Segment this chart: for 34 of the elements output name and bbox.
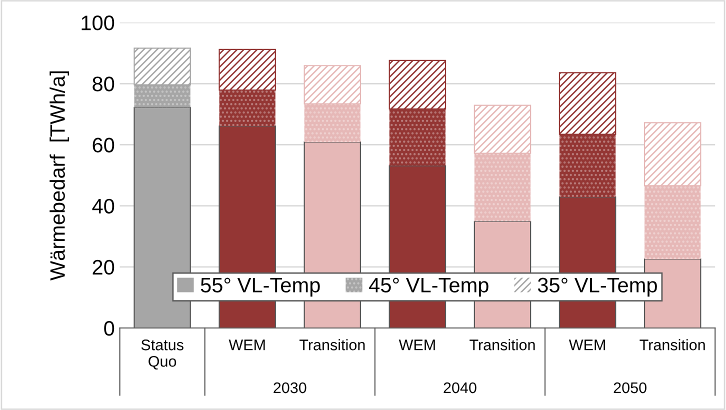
bar xyxy=(559,134,616,197)
text: 2050 xyxy=(614,382,646,394)
bar xyxy=(134,48,191,86)
x-tick-label: WEM xyxy=(228,340,265,350)
x-tick-label: Status Quo xyxy=(141,340,184,370)
text: 2040 xyxy=(444,382,476,394)
bar xyxy=(558,72,616,135)
legend-label: 55° VL-Temp xyxy=(200,278,320,297)
bar xyxy=(218,48,276,91)
bar xyxy=(304,65,362,104)
y-tick-label: 20 xyxy=(92,260,114,275)
x-tick-label: Transition xyxy=(640,339,705,350)
bar xyxy=(389,108,446,166)
bar xyxy=(644,186,701,259)
text: 2030 xyxy=(274,382,306,394)
x-tick-label: Transition xyxy=(299,339,365,350)
x-tick-label: WEM xyxy=(398,340,435,350)
y-tick-label: 80 xyxy=(92,76,114,92)
bar xyxy=(474,153,531,222)
bar xyxy=(644,122,702,186)
bar xyxy=(304,104,360,142)
y-tick-label: 100 xyxy=(82,16,114,30)
bar xyxy=(219,90,276,126)
bar xyxy=(134,84,190,108)
bar xyxy=(388,60,446,110)
y-axis-title: Wärmebedarf [TWh/a] xyxy=(50,71,70,281)
y-tick-label: 0 xyxy=(104,321,114,336)
x-tick-label: Transition xyxy=(470,339,535,350)
y-tick-label: 60 xyxy=(92,138,114,152)
legend-label: 35° VL-Temp xyxy=(538,278,657,297)
bar xyxy=(474,104,532,154)
y-tick-label: 40 xyxy=(92,198,114,214)
legend-label: 45° VL-Temp xyxy=(369,278,488,297)
x-tick-label: WEM xyxy=(568,340,605,350)
